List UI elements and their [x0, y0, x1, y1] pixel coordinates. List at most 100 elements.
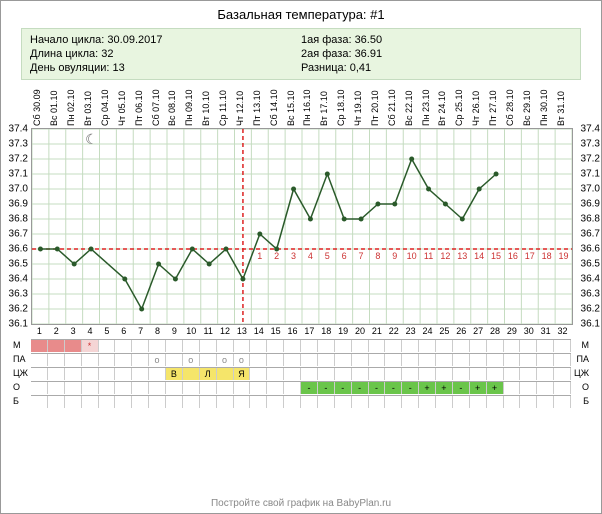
track-cell-fill: + [487, 382, 504, 394]
date-label: Ср 18.10 [336, 89, 346, 126]
y-tick: 36.6 [4, 244, 28, 255]
track-cell [470, 354, 487, 366]
day-number: 11 [204, 326, 213, 336]
track-cell-fill: + [470, 382, 487, 394]
day-number: 8 [155, 326, 160, 336]
date-label: Вс 22.10 [404, 90, 414, 126]
track-cell [149, 368, 166, 380]
track-cell [48, 382, 65, 394]
date-label: Чт 12.10 [235, 91, 245, 126]
y-tick: 37.4 [581, 124, 600, 135]
track-cell [250, 382, 267, 394]
track-cell-fill: - [318, 382, 335, 394]
info-right: 1ая фаза: 36.502ая фаза: 36.91Разница: 0… [301, 33, 572, 75]
track-label: ПА [577, 354, 589, 364]
moon-icon: ☾ [85, 131, 98, 148]
track-cell [250, 396, 267, 408]
track-cell [82, 354, 99, 366]
svg-text:17: 17 [525, 251, 535, 261]
track-cell [284, 382, 301, 394]
track-cell [520, 340, 537, 352]
svg-text:6: 6 [342, 251, 347, 261]
track-cell-fill: о [149, 354, 166, 366]
track-cell [99, 368, 116, 380]
date-label: Вт 03.10 [83, 91, 93, 126]
track-cell [537, 354, 554, 366]
day-number: 28 [490, 326, 500, 336]
track-cell [537, 368, 554, 380]
date-label: Пн 09.10 [184, 90, 194, 126]
track-cell [436, 368, 453, 380]
svg-text:2: 2 [274, 251, 279, 261]
date-label: Пн 23.10 [421, 90, 431, 126]
track-cell [453, 396, 470, 408]
y-tick: 36.7 [4, 229, 28, 240]
track-cell [166, 396, 183, 408]
track-cell [504, 368, 521, 380]
y-tick: 37.4 [4, 124, 28, 135]
track-label: М [582, 340, 590, 350]
y-tick: 36.9 [581, 199, 600, 210]
track-label: О [13, 382, 20, 392]
track-row: ЦЖЦЖВЛЯ [31, 367, 571, 381]
track-cell [183, 396, 200, 408]
date-label: Вт 17.10 [319, 91, 329, 126]
info-left: Начало цикла: 30.09.2017Длина цикла: 32Д… [30, 33, 301, 75]
day-number: 29 [507, 326, 517, 336]
track-cell [554, 354, 571, 366]
track-cell-fill: Я [234, 368, 251, 380]
date-label: Ср 25.10 [454, 89, 464, 126]
svg-text:16: 16 [508, 251, 518, 261]
track-cell [267, 340, 284, 352]
y-tick: 36.9 [4, 199, 28, 210]
date-label: Вт 24.10 [437, 91, 447, 126]
day-number: 22 [389, 326, 399, 336]
date-label: Ср 04.10 [100, 89, 110, 126]
date-label: Вт 31.10 [556, 91, 566, 126]
track-cell [318, 340, 335, 352]
track-cell [520, 382, 537, 394]
date-label: Пт 27.10 [488, 90, 498, 126]
day-number: 2 [54, 326, 59, 336]
y-tick: 37.0 [581, 184, 600, 195]
track-cell [369, 396, 386, 408]
y-tick: 36.1 [4, 319, 28, 330]
day-number: 25 [439, 326, 449, 336]
svg-text:7: 7 [359, 251, 364, 261]
track-cell [65, 396, 82, 408]
track-cell [318, 368, 335, 380]
track-cell [369, 368, 386, 380]
track-cell [504, 340, 521, 352]
info-row: День овуляции: 13 [30, 61, 301, 75]
track-cell [487, 354, 504, 366]
svg-text:15: 15 [491, 251, 501, 261]
track-cell-fill: * [82, 340, 99, 352]
track-cell [234, 382, 251, 394]
day-number: 18 [321, 326, 331, 336]
track-cell [369, 354, 386, 366]
track-cell [504, 382, 521, 394]
tracks: ММ*ПАПАооооЦЖЦЖВЛЯОО-------++-++ББ [31, 339, 571, 409]
bbt-chart: Базальная температура: #1 Начало цикла: … [0, 0, 602, 514]
track-cell [267, 354, 284, 366]
y-tick: 36.2 [4, 304, 28, 315]
track-cell [470, 368, 487, 380]
track-cell-fill: - [335, 382, 352, 394]
track-cell [149, 382, 166, 394]
svg-text:13: 13 [457, 251, 467, 261]
date-label: Вс 29.10 [522, 90, 532, 126]
track-cell-fill: - [352, 382, 369, 394]
track-cell [385, 354, 402, 366]
track-cell [166, 340, 183, 352]
date-label: Вс 08.10 [167, 90, 177, 126]
track-cell [183, 340, 200, 352]
day-number: 17 [304, 326, 314, 336]
track-cell [200, 382, 217, 394]
track-cell [537, 396, 554, 408]
track-cell-fill: - [453, 382, 470, 394]
svg-text:12: 12 [440, 251, 450, 261]
info-row: 1ая фаза: 36.50 [301, 33, 572, 47]
track-cell [301, 340, 318, 352]
date-label: Сб 07.10 [151, 89, 161, 126]
track-cell [419, 368, 436, 380]
